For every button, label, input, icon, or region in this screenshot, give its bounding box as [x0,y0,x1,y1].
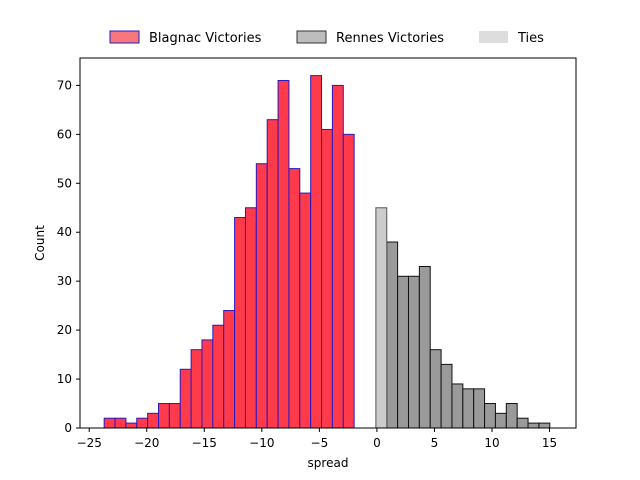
bar-series-1-bin-12 [516,417,529,429]
y-tick-label-0: 0 [64,421,72,435]
bar-series-1-bin-14 [538,422,551,429]
bar-series-0-bin-5 [158,403,170,429]
legend-label-blagnac: Blagnac Victories [149,31,262,46]
bar-series-0-bin-19 [310,75,323,429]
bar-series-1-bin-3 [418,265,431,429]
bar-series-1-bin-0 [386,241,399,429]
bar-series-0-bin-10 [212,324,225,429]
bar-series-1-bin-11 [505,403,518,429]
bar-series-0-bin-15 [266,119,279,429]
x-tick-label-4: −5 [311,436,329,450]
x-tick-label-6: 5 [431,436,439,450]
axes-frame [79,57,577,429]
x-tick-label-5: 0 [373,436,381,450]
legend: Blagnac Victories Rennes Victories Ties [109,30,544,46]
bar-series-0-bin-20 [321,128,333,429]
legend-swatch-ties [479,31,508,43]
legend-swatch-rennes [296,30,327,44]
bar-series-1-bin-1 [397,275,409,429]
bar-series-0-bin-6 [168,403,181,429]
y-tick-label-4: 40 [57,225,72,239]
bar-series-1-bin-13 [527,422,540,429]
legend-label-rennes: Rennes Victories [336,31,444,46]
x-axis-label: spread [308,456,349,470]
bar-series-1-bin-6 [451,383,464,429]
bar-series-0-bin-7 [179,368,192,429]
bar-series-0-bin-22 [342,133,355,429]
bar-series-0-bin-17 [288,168,301,429]
bar-series-1-bin-9 [484,403,496,429]
y-tick-label-5: 50 [57,176,72,190]
y-tick-label-1: 10 [57,372,72,386]
bar-series-1-bin-4 [429,349,442,429]
bar-series-0-bin-13 [244,207,257,429]
legend-swatch-blagnac [109,30,140,44]
bar-series-1-bin-7 [462,388,475,429]
bar-series-0-bin-8 [190,349,203,429]
y-tick-label-2: 20 [57,323,72,337]
bar-series-2-bin-0 [375,207,388,429]
bar-series-0-bin-12 [234,217,246,429]
bar-series-0-bin-1 [114,417,127,429]
bar-series-0-bin-16 [277,80,290,429]
y-axis-label: Count [33,225,47,261]
bar-series-0-bin-2 [125,422,138,429]
y-tick-label-7: 70 [57,78,72,92]
y-tick-label-3: 30 [57,274,72,288]
x-tick-label-8: 15 [542,436,557,450]
bar-series-0-bin-9 [201,339,214,429]
x-tick-label-0: −25 [77,436,102,450]
bar-series-1-bin-2 [407,275,420,429]
x-tick-label-3: −10 [249,436,274,450]
bar-series-0-bin-18 [299,192,312,429]
x-tick-label-1: −20 [134,436,159,450]
bar-series-0-bin-11 [223,310,236,429]
bar-series-0-bin-14 [255,163,268,429]
bar-series-0-bin-3 [136,417,149,429]
x-tick-label-2: −15 [192,436,217,450]
legend-label-ties: Ties [517,31,544,46]
bar-series-0-bin-0 [103,417,116,429]
bars-layer [103,75,551,429]
y-tick-label-6: 60 [57,127,72,141]
x-axis-ticks: −25 −20 −15 −10 −5 0 5 10 15 [77,428,557,450]
x-tick-label-7: 10 [484,436,499,450]
y-axis-ticks: 0 10 20 30 40 50 60 70 [57,78,80,435]
bar-series-0-bin-21 [331,84,344,429]
bar-series-1-bin-5 [440,363,453,429]
bar-series-0-bin-4 [147,412,160,429]
bar-series-1-bin-8 [473,388,486,429]
bar-series-1-bin-10 [494,412,507,429]
